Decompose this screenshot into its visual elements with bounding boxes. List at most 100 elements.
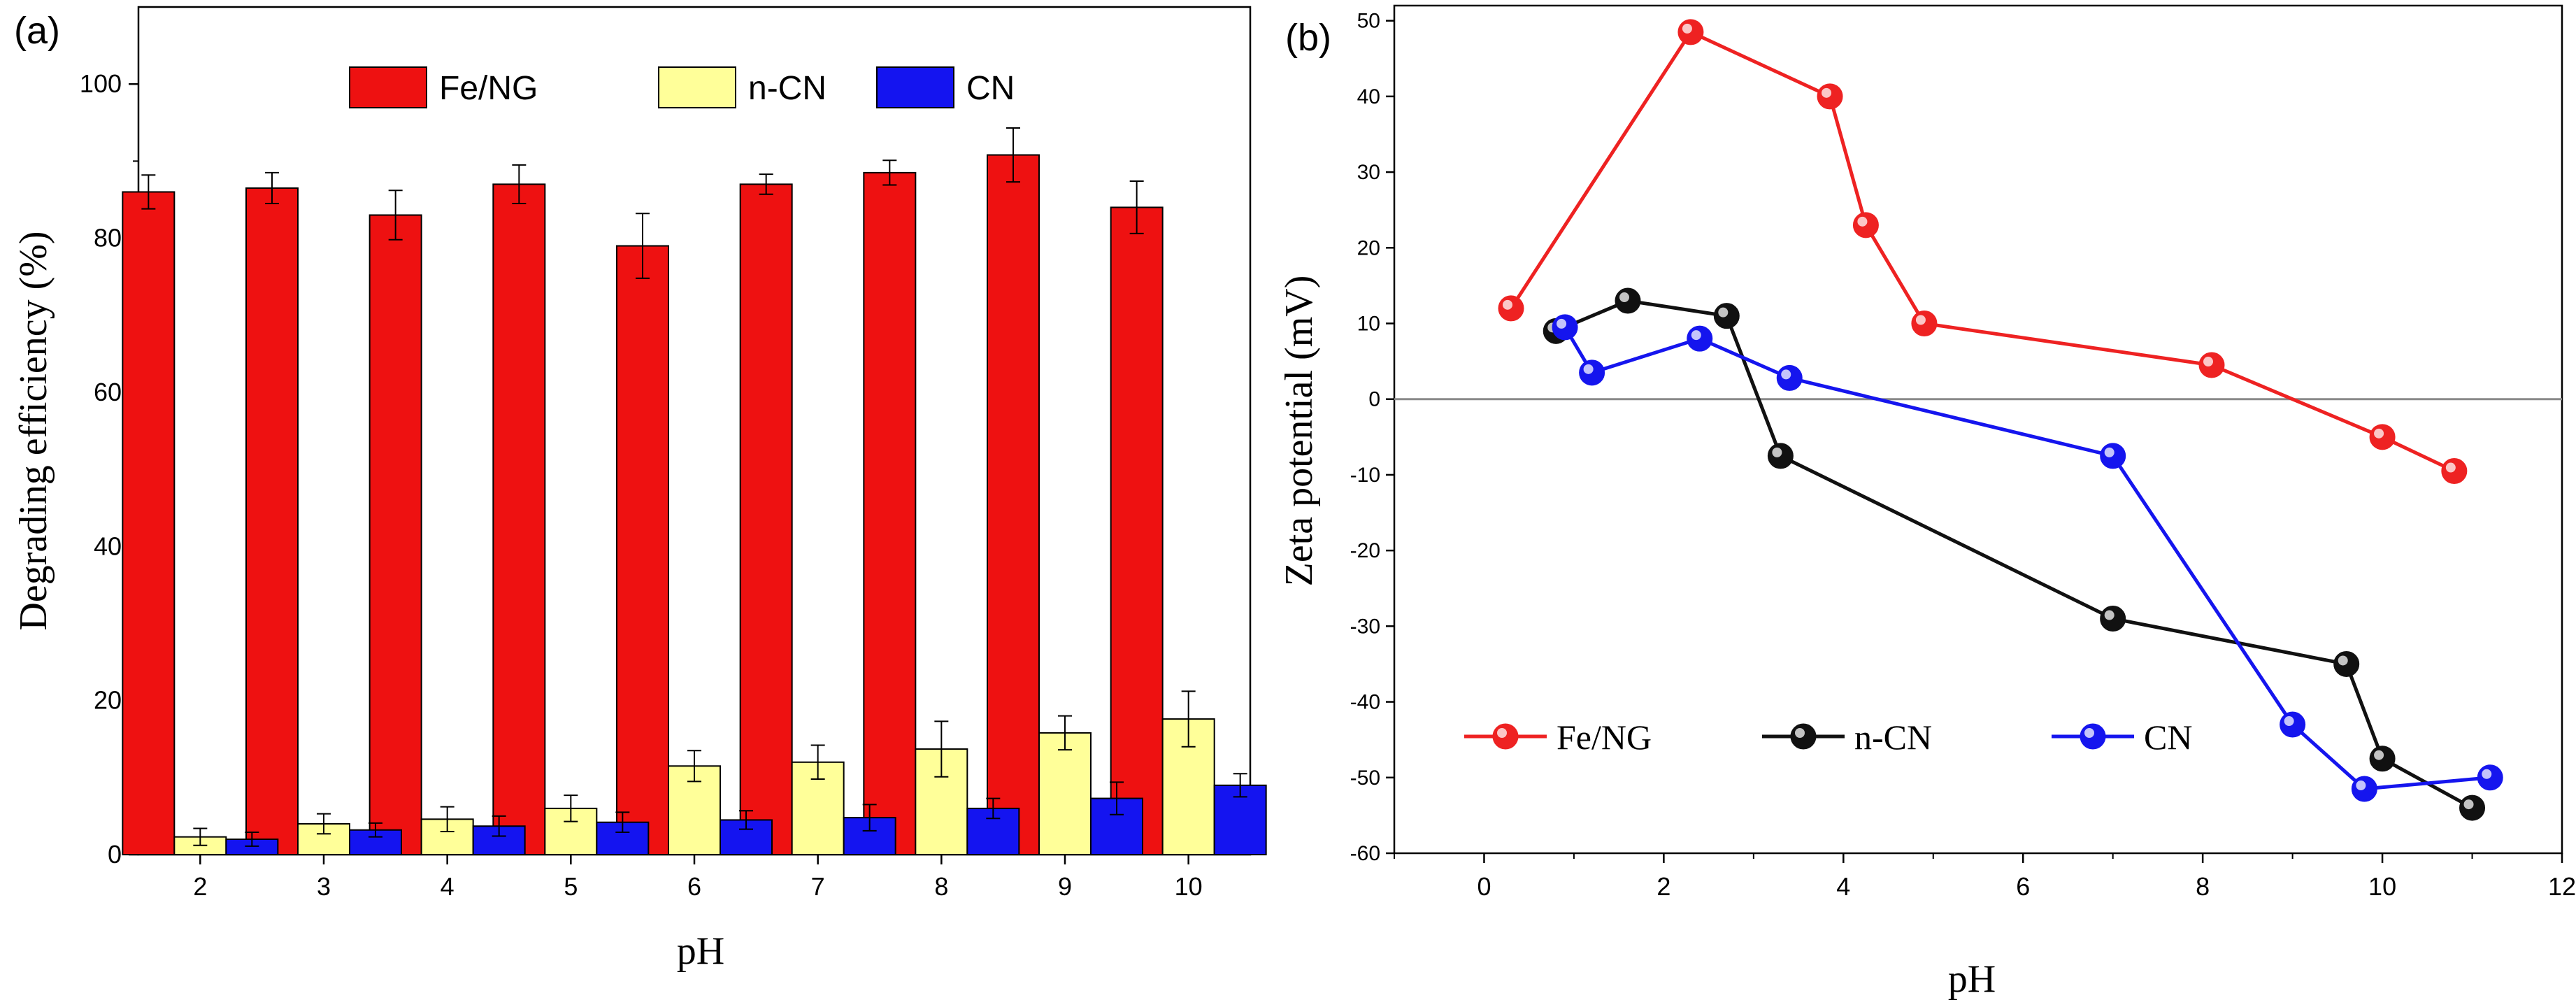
bar-fe-ng	[245, 187, 299, 856]
legend-label: CN	[2144, 718, 2192, 757]
data-point-fe-ng	[1677, 19, 1704, 45]
marker-highlight	[2084, 728, 2094, 738]
data-point-cn	[1552, 314, 1578, 341]
marker-fill	[1498, 295, 1524, 322]
bar-fe-ng	[492, 183, 546, 856]
x-tick-label: 9	[1058, 872, 1072, 901]
y-tick-label: 20	[94, 686, 122, 715]
panel-a-plot-frame	[137, 6, 1252, 856]
legend-marker	[1790, 723, 1817, 750]
y-tick-label: 40	[94, 532, 122, 560]
y-tick-label: 30	[1357, 161, 1380, 184]
data-point-n-cn	[2333, 650, 2360, 677]
data-point-fe-ng	[2369, 424, 2396, 450]
panel-a-label: (a)	[14, 10, 60, 52]
x-tick-label: 6	[687, 872, 701, 901]
data-point-cn	[2351, 776, 2377, 802]
legend-swatch	[349, 66, 427, 108]
marker-highlight	[2445, 462, 2456, 473]
legend-label: CN	[966, 70, 1015, 107]
data-point-fe-ng	[1498, 295, 1524, 322]
marker-highlight	[1822, 87, 1832, 98]
x-tick-label: 2	[1656, 872, 1670, 901]
data-point-n-cn	[2100, 606, 2126, 632]
marker-highlight	[2338, 655, 2348, 666]
legend-marker	[2080, 723, 2106, 750]
marker-highlight	[1497, 728, 1507, 738]
data-point-n-cn	[1615, 287, 1641, 314]
marker-fill	[1687, 325, 1713, 352]
marker-fill	[1767, 443, 1794, 469]
marker-highlight	[1583, 364, 1594, 374]
marker-highlight	[1857, 216, 1868, 227]
data-point-cn	[1579, 359, 1605, 386]
series-line-cn	[1563, 326, 2491, 791]
data-point-cn	[2477, 764, 2503, 791]
x-tick-label: 3	[317, 872, 331, 901]
y-tick-label: 80	[94, 224, 122, 252]
panel-a-x-axis-title: pH	[677, 929, 724, 973]
marker-fill	[2198, 352, 2225, 378]
y-tick-label: 0	[1368, 388, 1380, 411]
data-point-n-cn	[2369, 746, 2396, 772]
y-tick-label: 20	[1357, 236, 1380, 259]
bar-n-cn	[1038, 732, 1092, 855]
data-point-cn	[2280, 711, 2306, 738]
panel-b-x-axis-title: pH	[1948, 957, 1996, 1001]
marker-highlight	[2356, 781, 2366, 791]
marker-highlight	[2104, 610, 2115, 620]
panel-b: (b) -60 -50 -40 -30 -20 -10 0 10 20 30 40 50 0 2 4 6 8 1…	[1278, 4, 2576, 1001]
y-tick-label: 50	[1357, 10, 1380, 33]
marker-fill	[2459, 794, 2486, 821]
x-tick-label: 5	[564, 872, 578, 901]
bar-fe-ng	[987, 154, 1040, 856]
y-tick-label: 60	[94, 378, 122, 406]
marker-fill	[1776, 364, 1803, 391]
marker-highlight	[1718, 307, 1729, 318]
x-tick-label: 7	[811, 872, 825, 901]
marker-fill	[2280, 711, 2306, 738]
x-tick-label: 10	[2368, 872, 2396, 901]
y-tick-label: -10	[1350, 464, 1380, 487]
marker-fill	[2351, 776, 2377, 802]
marker-highlight	[2203, 357, 2213, 367]
marker-fill	[1790, 723, 1817, 750]
bar-fe-ng	[739, 183, 793, 856]
panel-a-legend: Fe/NG n-CN CN	[349, 66, 1015, 108]
marker-highlight	[2284, 716, 2294, 727]
bar-fe-ng	[122, 191, 176, 856]
data-point-n-cn	[2459, 794, 2486, 821]
data-point-n-cn	[1713, 303, 1740, 329]
marker-fill	[1911, 311, 1938, 336]
marker-highlight	[1682, 23, 1692, 34]
y-tick-label: -40	[1350, 691, 1380, 714]
y-tick-label: -20	[1350, 539, 1380, 562]
data-point-n-cn	[1767, 443, 1794, 469]
data-point-fe-ng	[2441, 458, 2468, 485]
marker-fill	[2369, 746, 2396, 772]
panel-b-label: (b)	[1285, 17, 1331, 59]
marker-fill	[2100, 606, 2126, 632]
marker-highlight	[2463, 799, 2474, 810]
marker-highlight	[2104, 447, 2115, 457]
x-tick-label: 4	[1836, 872, 1850, 901]
legend-swatch	[876, 66, 954, 108]
marker-fill	[1579, 359, 1605, 386]
data-point-cn	[2100, 443, 2126, 469]
marker-highlight	[1619, 292, 1629, 303]
marker-highlight	[2374, 750, 2384, 760]
y-tick-label: -30	[1350, 615, 1380, 638]
data-point-cn	[1687, 325, 1713, 352]
bar-n-cn	[668, 765, 721, 855]
legend-label: Fe/NG	[439, 70, 538, 107]
panel-a-bars	[122, 154, 1267, 856]
panel-b-series	[1498, 19, 2503, 821]
bar-fe-ng	[368, 214, 422, 855]
marker-highlight	[1772, 447, 1782, 457]
marker-highlight	[1781, 369, 1791, 380]
data-point-fe-ng	[2198, 352, 2225, 378]
marker-fill	[2369, 424, 2396, 450]
